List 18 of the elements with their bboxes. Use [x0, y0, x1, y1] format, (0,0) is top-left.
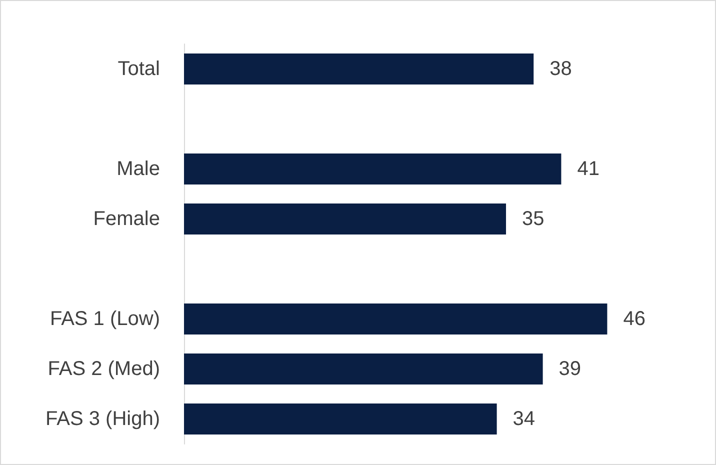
y-tick-label: FAS 1 (Low) — [50, 308, 160, 330]
bar — [184, 304, 608, 334]
bar — [184, 204, 506, 234]
data-label: 39 — [558, 358, 582, 380]
data-label: 41 — [577, 158, 600, 180]
y-tick-label: FAS 3 (High) — [46, 408, 160, 430]
y-tick-label: Total — [118, 58, 160, 80]
data-label: 46 — [623, 308, 646, 330]
y-tick-label: Female — [93, 208, 160, 230]
bar — [184, 404, 497, 434]
y-tick-label: FAS 2 (Med) — [48, 358, 160, 380]
data-label: 34 — [512, 408, 536, 430]
bar — [184, 154, 562, 184]
y-tick-label: Male — [116, 158, 160, 180]
data-label: 38 — [550, 58, 572, 80]
data-label: 35 — [522, 208, 544, 230]
bar — [184, 54, 534, 84]
bar — [184, 354, 543, 384]
